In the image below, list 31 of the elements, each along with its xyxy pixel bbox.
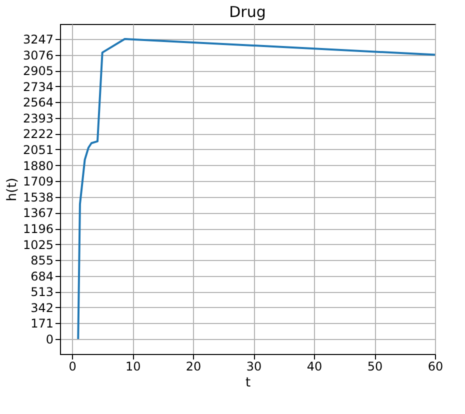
y-tick-label: 2222 xyxy=(22,127,54,142)
x-tick-label: 40 xyxy=(306,360,322,374)
y-tick-label: 1367 xyxy=(22,206,54,220)
y-tick-label: 855 xyxy=(30,254,54,268)
x-tick-label: 10 xyxy=(125,360,141,374)
y-tick-label: 1538 xyxy=(22,190,54,204)
y-tick-label: 2393 xyxy=(22,111,54,126)
y-tick-label: 0 xyxy=(46,332,54,347)
y-tick-label: 2905 xyxy=(22,64,54,78)
y-tick-label: 3076 xyxy=(22,48,54,62)
chart-title: Drug xyxy=(229,3,266,21)
y-tick-label: 1880 xyxy=(22,158,54,173)
x-axis-title: t xyxy=(245,376,251,390)
x-tick-label: 50 xyxy=(367,360,383,374)
x-tick-label: 0 xyxy=(68,360,76,374)
y-tick-label: 1196 xyxy=(22,222,54,236)
line-series xyxy=(77,38,436,340)
y-tick-label: 2051 xyxy=(22,142,54,157)
y-tick-label: 2564 xyxy=(22,96,54,110)
y-tick-label: 513 xyxy=(30,285,54,300)
y-tick-label: 342 xyxy=(30,300,54,315)
y-tick-label: 684 xyxy=(30,269,54,284)
y-tick-label: 1025 xyxy=(22,238,54,252)
y-tick-label: 171 xyxy=(30,316,54,331)
y-tick-label: 2734 xyxy=(22,80,54,94)
x-tick-label: 30 xyxy=(246,360,262,374)
y-tick-label: 3247 xyxy=(22,32,54,46)
y-axis-title: h(t) xyxy=(4,178,20,202)
y-tick-label: 1709 xyxy=(22,174,54,189)
x-tick-label: 20 xyxy=(186,360,202,374)
x-tick-label: 60 xyxy=(428,360,444,374)
